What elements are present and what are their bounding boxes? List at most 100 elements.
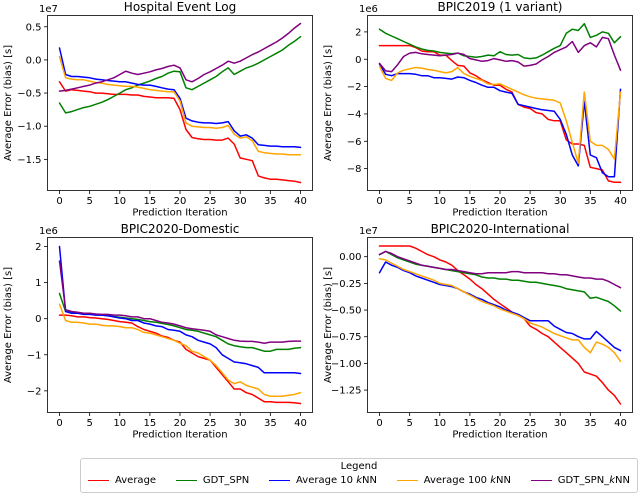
y-axis-label: Average Error (bias) [s] xyxy=(323,45,334,161)
y-tick-label: −1 xyxy=(27,350,42,361)
y-tick-label: −4 xyxy=(347,109,362,120)
x-tick-label: 20 xyxy=(494,418,507,429)
series-line-average-10-knn xyxy=(378,63,622,178)
x-tick-label: 5 xyxy=(406,418,412,429)
legend-label-average-10-knn: Average 10 kNN xyxy=(296,475,377,486)
series-line-gdt-spn-knn xyxy=(58,22,302,92)
y-tick-label: 0.00 xyxy=(339,252,361,263)
x-tick-label: 0 xyxy=(56,196,62,207)
subplot-grid: 0 5 10 15 20 25 30 35 40 0.5 0.0 −0.5 −1.0 −1.5 1e7 Hos… xyxy=(0,0,640,444)
x-axis-label: Prediction Iteration xyxy=(452,430,547,441)
x-axis-label: Prediction Iteration xyxy=(452,208,547,219)
x-tick-label: 30 xyxy=(554,418,567,429)
x-tick-label: 10 xyxy=(113,196,126,207)
y-tick-label: −1.0 xyxy=(17,122,41,133)
x-tick-label: 25 xyxy=(524,196,537,207)
x-tick-label: 35 xyxy=(264,418,277,429)
x-tick-label: 20 xyxy=(494,196,507,207)
x-tick-label: 25 xyxy=(204,418,217,429)
series-line-gdt-spn xyxy=(58,35,302,114)
series-line-gdt-spn xyxy=(378,22,622,60)
y-tick-label: 2 xyxy=(355,27,361,38)
y-tick-label: 2 xyxy=(35,242,41,253)
legend-entry-gdt-spn: GDT_SPN xyxy=(175,475,250,486)
x-tick-label: 0 xyxy=(56,418,62,429)
x-tick-label: 40 xyxy=(294,418,307,429)
subplot-bpic2020-domestic: 0 5 10 15 20 25 30 35 40 2 1 0 −1 −2 1e6 BPIC2020-Domes… xyxy=(0,222,320,444)
x-tick-label: 35 xyxy=(264,196,277,207)
chart-hospital-event-log: 0 5 10 15 20 25 30 35 40 0.5 0.0 −0.5 −1.0 −1.5 1e7 Hos… xyxy=(3,0,313,219)
x-tick-label: 40 xyxy=(294,196,307,207)
legend-line-sample-gdt-spn xyxy=(175,480,197,481)
x-tick-label: 15 xyxy=(144,196,157,207)
x-tick-label: 5 xyxy=(406,196,412,207)
y-tick-label: −2 xyxy=(347,82,362,93)
y-tick-label: 0 xyxy=(355,55,361,66)
x-tick-label: 40 xyxy=(614,196,627,207)
legend-box: Legend Average GDT_SPN Average 10 kNN Avera… xyxy=(80,458,638,493)
subplot-hospital-event-log: 0 5 10 15 20 25 30 35 40 0.5 0.0 −0.5 −1.0 −1.5 1e7 Hos… xyxy=(0,0,320,222)
legend-title: Legend xyxy=(340,461,378,472)
x-tick-label: 0 xyxy=(376,418,382,429)
y-tick-label: −0.50 xyxy=(331,306,362,317)
legend-label-gdt-spn: GDT_SPN xyxy=(202,475,250,486)
y-axis-label: Average Error (bias) [s] xyxy=(3,45,14,161)
series-line-average-10-knn xyxy=(58,245,302,375)
series-line-average-100-knn xyxy=(378,258,622,363)
x-tick-label: 35 xyxy=(584,196,597,207)
subplot-bpic2020-international: 0 5 10 15 20 25 30 35 40 0.00 −0.25 −0.50 −0.75 −1.00… xyxy=(320,222,640,444)
y-tick-label: −0.75 xyxy=(331,332,362,343)
series-line-average-10-knn xyxy=(378,261,622,352)
y-axis-offset-text: 1e6 xyxy=(39,226,58,237)
series-line-gdt-spn-knn xyxy=(378,36,622,73)
y-tick-label: −2 xyxy=(27,386,42,397)
x-tick-label: 0 xyxy=(376,196,382,207)
x-tick-label: 15 xyxy=(464,196,477,207)
y-tick-label: 0 xyxy=(35,314,41,325)
y-tick-label: −0.5 xyxy=(17,89,41,100)
axes-frame xyxy=(47,237,313,413)
y-tick-label: −0.25 xyxy=(331,279,362,290)
x-tick-label: 5 xyxy=(86,196,92,207)
x-tick-label: 20 xyxy=(174,196,187,207)
series-line-average xyxy=(58,81,302,184)
x-tick-label: 25 xyxy=(204,196,217,207)
legend-line-sample-average xyxy=(88,480,109,481)
y-axis-label: Average Error (bias) [s] xyxy=(3,267,14,383)
x-tick-label: 35 xyxy=(584,418,597,429)
x-tick-label: 5 xyxy=(86,418,92,429)
series-line-gdt-spn xyxy=(378,250,622,312)
x-tick-label: 20 xyxy=(174,418,187,429)
series-line-average xyxy=(58,314,302,405)
subplot-title: BPIC2020-International xyxy=(431,222,570,236)
series-line-average-100-knn xyxy=(58,303,302,398)
subplot-bpic2019: 0 5 10 15 20 25 30 35 40 2 0 −2 −4 −6 −8 1e6 BPIC2019 (1… xyxy=(320,0,640,222)
subplot-title: BPIC2020-Domestic xyxy=(121,222,240,236)
axes-frame xyxy=(367,15,633,191)
series-line-average xyxy=(378,245,622,405)
axes-frame xyxy=(367,237,633,413)
x-tick-label: 10 xyxy=(433,418,446,429)
legend-label-average-100-knn: Average 100 kNN xyxy=(423,475,511,486)
x-tick-label: 10 xyxy=(433,196,446,207)
x-tick-label: 30 xyxy=(234,196,247,207)
y-tick-label: −1.25 xyxy=(331,386,362,397)
y-axis-offset-text: 1e7 xyxy=(39,4,58,15)
series-line-average xyxy=(378,44,622,184)
y-axis-offset-text: 1e6 xyxy=(359,4,378,15)
x-tick-label: 30 xyxy=(234,418,247,429)
legend-label-average: Average xyxy=(115,475,157,486)
legend-entry-average-100-knn: Average 100 kNN xyxy=(396,475,511,486)
x-axis-label: Prediction Iteration xyxy=(132,430,227,441)
legend-line-sample-average-10-knn xyxy=(269,480,291,481)
y-axis-label: Average Error (bias) [s] xyxy=(323,267,334,383)
series-line-gdt-spn-knn xyxy=(378,250,622,289)
subplot-title: Hospital Event Log xyxy=(124,0,236,14)
legend-label-gdt-spn-knn: GDT_SPN_kNN xyxy=(557,475,630,486)
x-tick-label: 10 xyxy=(113,418,126,429)
series-line-average-100-knn xyxy=(378,65,622,164)
y-tick-label: 0.0 xyxy=(26,55,42,66)
